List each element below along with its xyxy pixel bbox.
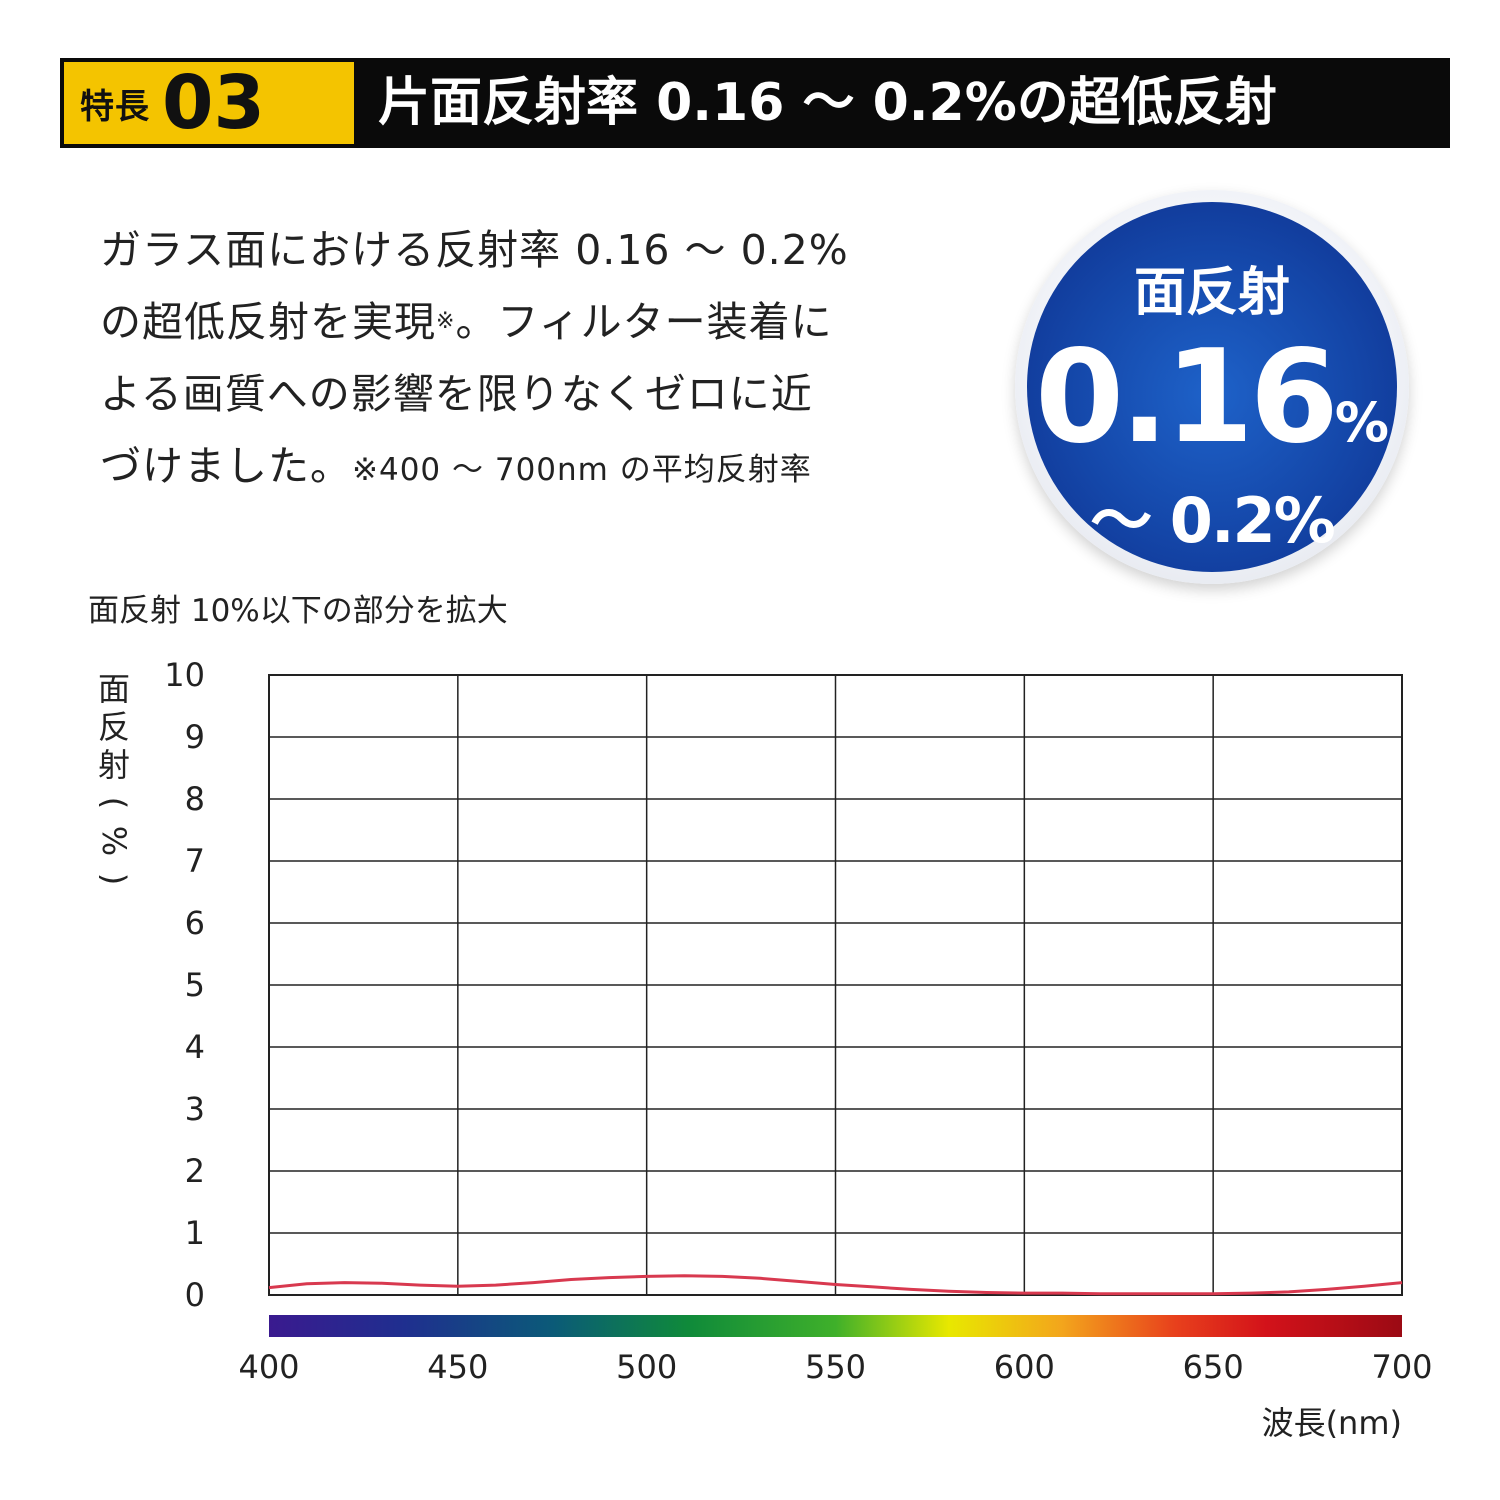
y-axis-label-char: 面 [97,670,130,708]
x-axis-ticks: 400 450 500 550 600 650 700 [238,1348,1432,1386]
y-tick-label: 3 [185,1090,205,1128]
y-tick-label: 7 [185,842,205,880]
chart-series [268,1274,1403,1296]
badge-number: 0.16 [1035,323,1339,472]
description-fragment: 。フィルター装着に [455,298,833,346]
y-axis-label-char: 反 [97,708,130,746]
x-tick-label: 700 [1371,1348,1432,1386]
x-axis-label: 波長(nm) [1261,1404,1402,1442]
page-title: 片面反射率 0.16 ～ 0.2%の超低反射 [378,73,1277,133]
description-line: ガラス面における反射率 0.16 ～ 0.2% [100,226,849,274]
y-tick-label: 10 [164,656,205,694]
description-line: づけました。※400 ～ 700nm の平均反射率 [100,430,960,506]
description-fragment: づけました。 [100,442,352,490]
y-axis-label: 面反射 (%) [94,670,134,898]
header-bar: 特長 03 片面反射率 0.16 ～ 0.2%の超低反射 [60,58,1450,148]
badge-circle: 面反射 0.16% ～ 0.2% [1027,202,1397,572]
feature-number: 03 [162,60,265,146]
y-tick-label: 9 [185,718,205,756]
y-tick-label: 2 [185,1152,205,1190]
y-tick-label: 4 [185,1028,205,1066]
description-fragment: の超低反射を実現 [100,298,436,346]
description-text: ガラス面における反射率 0.16 ～ 0.2% の超低反射を実現※。フィルター装… [100,214,960,506]
y-axis-label-char: ) [95,872,133,886]
y-tick-label: 0 [185,1276,205,1314]
y-tick-label: 6 [185,904,205,942]
description-line: の超低反射を実現※。フィルター装着に [100,286,960,358]
y-axis-label-char: % [95,825,133,857]
feature-label: 特長 [80,86,150,127]
x-tick-label: 650 [1183,1348,1244,1386]
x-tick-label: 450 [427,1348,488,1386]
y-tick-label: 5 [185,966,205,1004]
chart-subtitle: 面反射 10%以下の部分を拡大 [88,593,508,629]
y-axis-label-char: ( [95,796,133,810]
x-tick-label: 400 [238,1348,299,1386]
note-mark: ※ [436,309,456,334]
footnote: ※400 ～ 700nm の平均反射率 [352,452,812,488]
y-axis-ticks: 0 1 2 3 4 5 6 7 8 9 10 [164,656,205,1314]
x-tick-label: 550 [805,1348,866,1386]
y-tick-label: 1 [185,1214,205,1252]
x-tick-label: 500 [616,1348,677,1386]
reflectance-line [268,1274,1403,1296]
spectrum-bar [269,1315,1402,1337]
x-tick-label: 600 [994,1348,1055,1386]
description-line: よる画質への影響を限りなくゼロに近 [100,370,813,418]
badge-range: ～ 0.2% [1090,484,1336,557]
badge-title: 面反射 [1133,263,1290,323]
badge-value: 0.16% [1027,334,1397,462]
y-tick-label: 8 [185,780,205,818]
y-axis-label-char: 射 [97,746,130,784]
badge-unit: % [1334,391,1389,454]
feature-tag: 特長 03 [64,62,354,144]
reflectance-badge: 面反射 0.16% ～ 0.2% [1015,190,1409,584]
chart-grid [268,674,1403,1296]
